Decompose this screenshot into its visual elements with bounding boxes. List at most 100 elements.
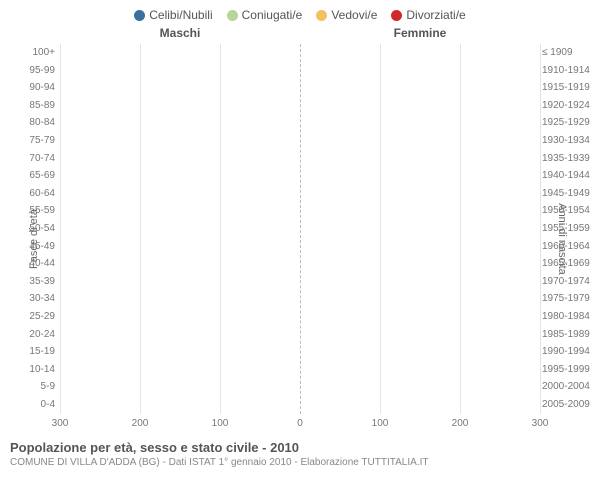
table-row: 25-291980-1984 — [60, 308, 540, 326]
legend: Celibi/Nubili Coniugati/e Vedovi/e Divorzia… — [0, 0, 600, 26]
female-half — [300, 114, 540, 132]
female-half — [300, 273, 540, 291]
table-row: 60-641945-1949 — [60, 185, 540, 203]
birth-year-label: 1955-1959 — [542, 220, 597, 238]
age-label: 5-9 — [5, 378, 55, 396]
birth-year-label: 2000-2004 — [542, 378, 597, 396]
male-half — [60, 202, 300, 220]
legend-item: Coniugati/e — [227, 8, 303, 22]
male-half — [60, 220, 300, 238]
table-row: 100+≤ 1909 — [60, 44, 540, 62]
male-half — [60, 238, 300, 256]
table-row: 90-941915-1919 — [60, 79, 540, 97]
male-half — [60, 290, 300, 308]
age-label: 40-44 — [5, 255, 55, 273]
female-half — [300, 308, 540, 326]
female-half — [300, 132, 540, 150]
birth-year-label: 1965-1969 — [542, 255, 597, 273]
chart-title: Popolazione per età, sesso e stato civil… — [10, 440, 590, 455]
age-label: 15-19 — [5, 343, 55, 361]
birth-year-label: 1975-1979 — [542, 290, 597, 308]
male-half — [60, 150, 300, 168]
x-tick: 100 — [212, 418, 229, 429]
legend-label: Vedovi/e — [331, 8, 377, 22]
birth-year-label: 1990-1994 — [542, 343, 597, 361]
age-label: 75-79 — [5, 132, 55, 150]
male-half — [60, 326, 300, 344]
gender-headers: Maschi Femmine — [0, 26, 600, 44]
age-label: 50-54 — [5, 220, 55, 238]
birth-year-label: 1960-1964 — [542, 238, 597, 256]
age-label: 60-64 — [5, 185, 55, 203]
male-half — [60, 62, 300, 80]
female-half — [300, 79, 540, 97]
female-half — [300, 167, 540, 185]
age-label: 55-59 — [5, 202, 55, 220]
x-tick: 300 — [52, 418, 69, 429]
header-male: Maschi — [60, 26, 300, 40]
age-label: 0-4 — [5, 396, 55, 414]
birth-year-label: 1950-1954 — [542, 202, 597, 220]
female-half — [300, 238, 540, 256]
table-row: 95-991910-1914 — [60, 62, 540, 80]
age-label: 35-39 — [5, 273, 55, 291]
table-row: 15-191990-1994 — [60, 343, 540, 361]
age-label: 30-34 — [5, 290, 55, 308]
legend-label: Celibi/Nubili — [149, 8, 212, 22]
birth-year-label: 1995-1999 — [542, 361, 597, 379]
age-label: 80-84 — [5, 114, 55, 132]
chart-subtitle: COMUNE DI VILLA D'ADDA (BG) - Dati ISTAT… — [10, 457, 590, 468]
female-half — [300, 150, 540, 168]
table-row: 50-541955-1959 — [60, 220, 540, 238]
legend-dot-icon — [316, 10, 327, 21]
male-half — [60, 185, 300, 203]
age-label: 100+ — [5, 44, 55, 62]
table-row: 40-441965-1969 — [60, 255, 540, 273]
table-row: 85-891920-1924 — [60, 97, 540, 115]
birth-year-label: 1910-1914 — [542, 62, 597, 80]
chart-footer: Popolazione per età, sesso e stato civil… — [0, 434, 600, 468]
x-axis-left: 3002001000 — [60, 416, 300, 434]
birth-year-label: 1935-1939 — [542, 150, 597, 168]
birth-year-label: 1940-1944 — [542, 167, 597, 185]
male-half — [60, 343, 300, 361]
legend-dot-icon — [134, 10, 145, 21]
male-half — [60, 361, 300, 379]
birth-year-label: 2005-2009 — [542, 396, 597, 414]
legend-dot-icon — [391, 10, 402, 21]
male-half — [60, 308, 300, 326]
table-row: 75-791930-1934 — [60, 132, 540, 150]
legend-label: Divorziati/e — [406, 8, 465, 22]
legend-label: Coniugati/e — [242, 8, 303, 22]
male-half — [60, 132, 300, 150]
female-half — [300, 62, 540, 80]
x-tick: 100 — [372, 418, 389, 429]
female-half — [300, 255, 540, 273]
table-row: 30-341975-1979 — [60, 290, 540, 308]
birth-year-label: 1925-1929 — [542, 114, 597, 132]
male-half — [60, 79, 300, 97]
female-half — [300, 378, 540, 396]
birth-year-label: 1930-1934 — [542, 132, 597, 150]
table-row: 65-691940-1944 — [60, 167, 540, 185]
age-label: 65-69 — [5, 167, 55, 185]
table-row: 0-42005-2009 — [60, 396, 540, 414]
female-half — [300, 44, 540, 62]
female-half — [300, 343, 540, 361]
female-half — [300, 97, 540, 115]
x-axis: 3002001000 100200300 — [60, 416, 540, 434]
birth-year-label: 1920-1924 — [542, 97, 597, 115]
age-label: 70-74 — [5, 150, 55, 168]
birth-year-label: ≤ 1909 — [542, 44, 597, 62]
pyramid-rows: 100+≤ 190995-991910-191490-941915-191985… — [60, 44, 540, 414]
birth-year-label: 1970-1974 — [542, 273, 597, 291]
age-label: 90-94 — [5, 79, 55, 97]
header-female: Femmine — [300, 26, 540, 40]
table-row: 5-92000-2004 — [60, 378, 540, 396]
population-pyramid: Fasce di età Anni di nascita 100+≤ 19099… — [0, 44, 600, 434]
legend-dot-icon — [227, 10, 238, 21]
birth-year-label: 1985-1989 — [542, 326, 597, 344]
age-label: 20-24 — [5, 326, 55, 344]
female-half — [300, 202, 540, 220]
female-half — [300, 290, 540, 308]
